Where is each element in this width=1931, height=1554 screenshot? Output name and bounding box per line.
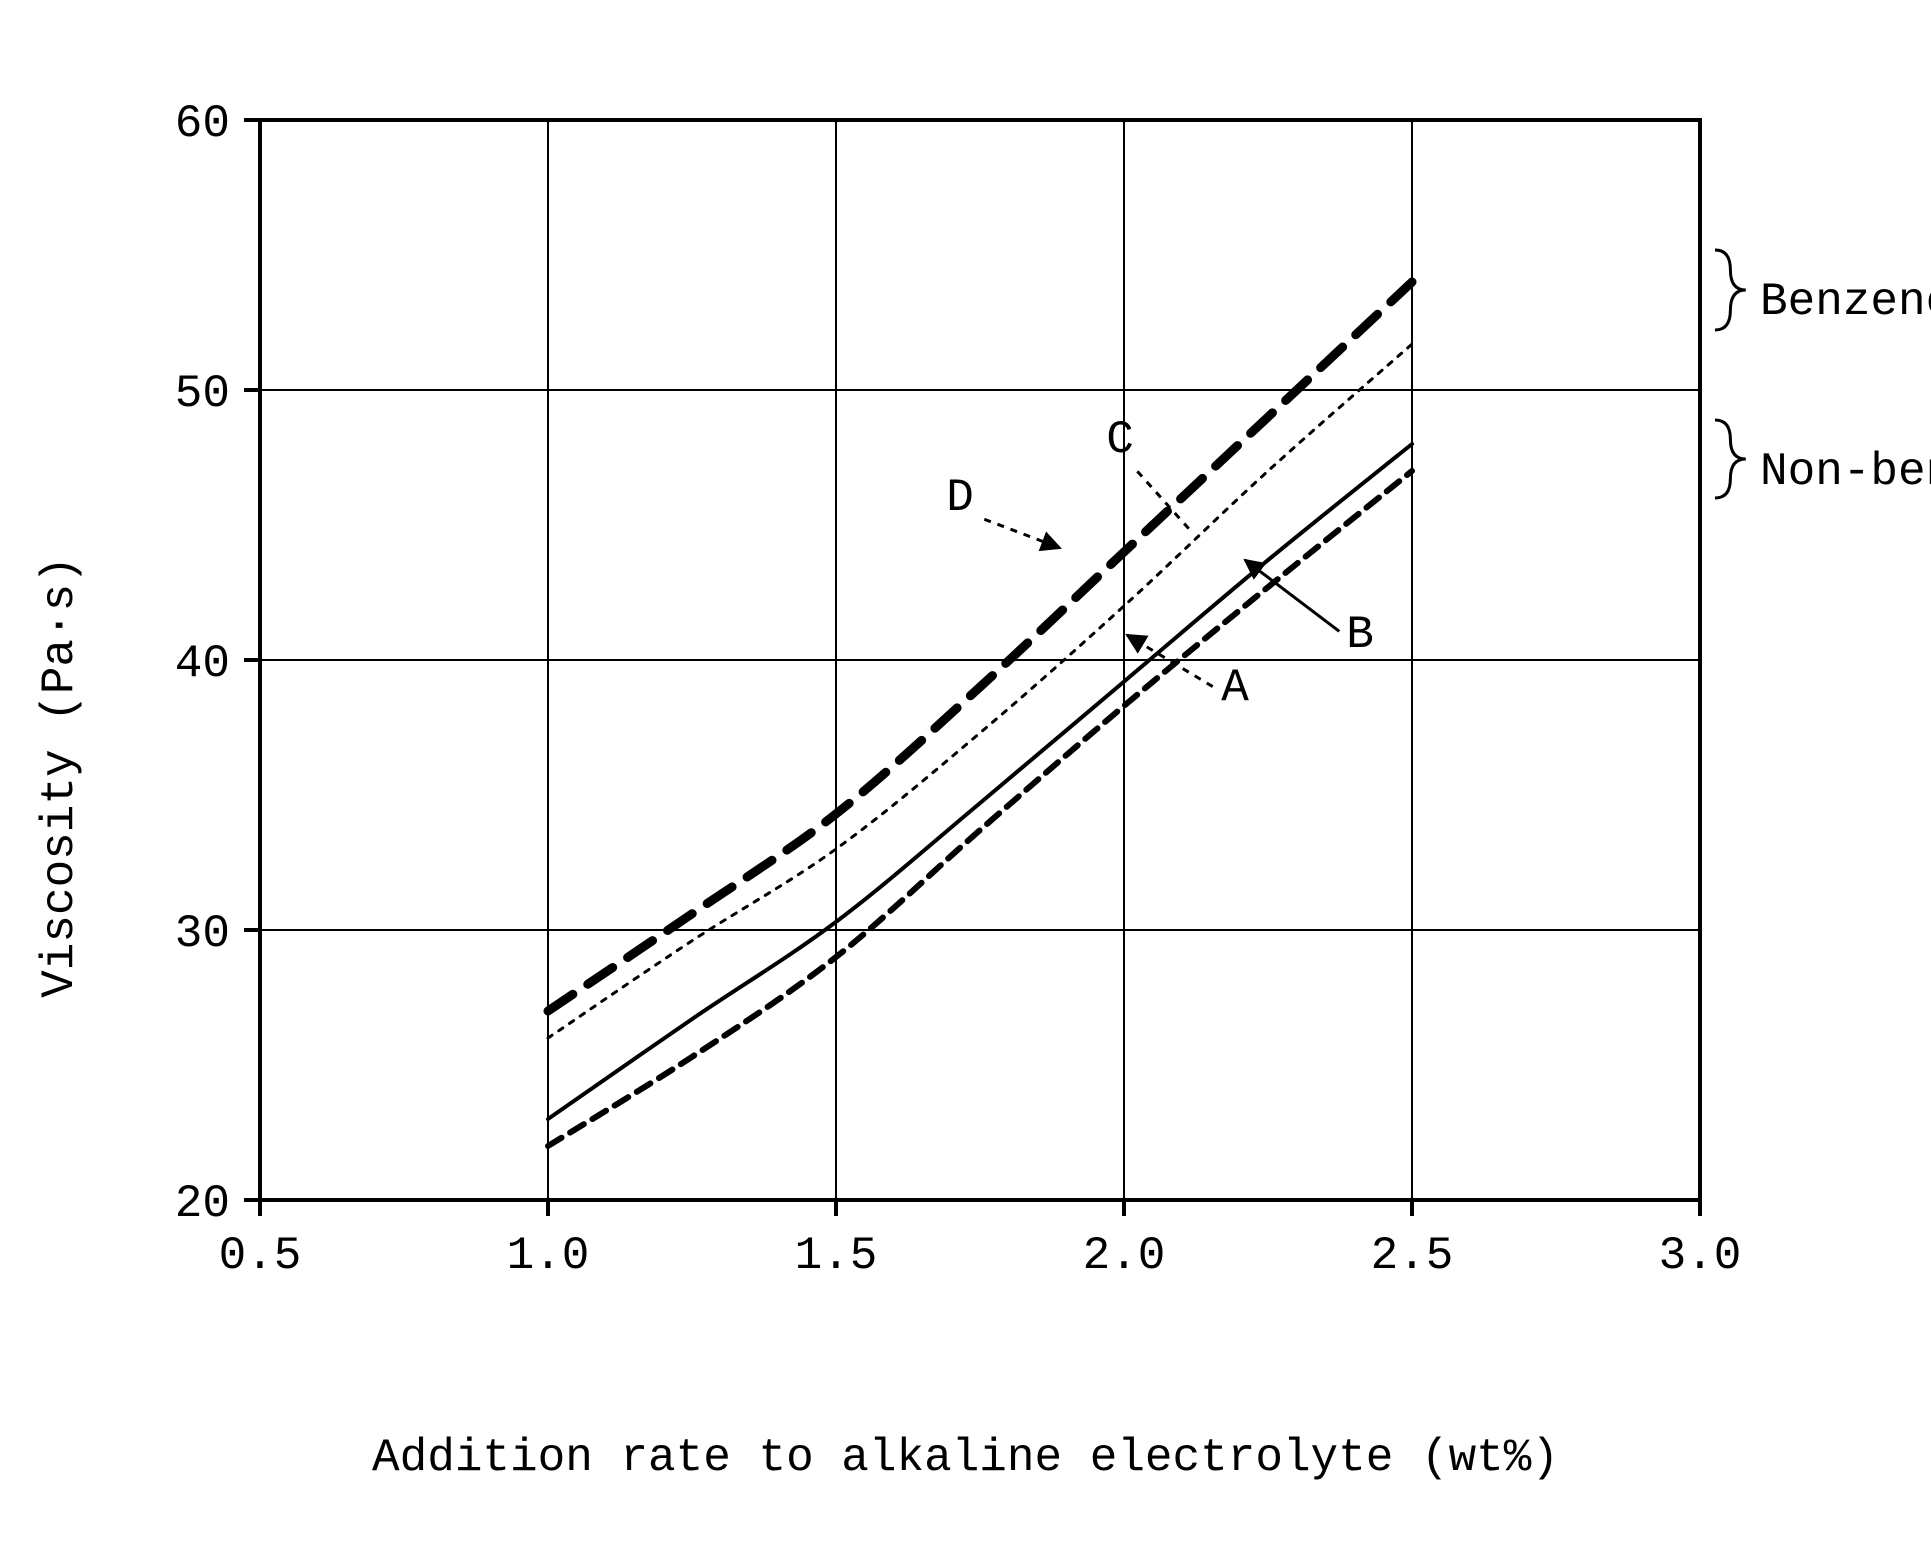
ytick-label: 20 bbox=[175, 1178, 230, 1230]
y-axis-label: Viscosity (Pa·s) bbox=[34, 556, 86, 998]
series-A bbox=[548, 471, 1412, 1146]
group-label-benzene: Benzene bbox=[1760, 276, 1931, 328]
brace-benzene bbox=[1715, 250, 1746, 330]
viscosity-chart: 0.5 1.0 1.5 2.0 2.5 3.0 20 30 40 50 60 Benzene Non-b… bbox=[0, 0, 1931, 1554]
series-callout-B: B bbox=[1346, 609, 1374, 661]
series-B bbox=[548, 444, 1412, 1119]
xtick-label: 2.5 bbox=[1371, 1230, 1454, 1282]
x-axis-label: Addition rate to alkaline electrolyte (w… bbox=[372, 1432, 1559, 1484]
xtick-label: 1.5 bbox=[795, 1230, 878, 1282]
ytick-label: 40 bbox=[175, 638, 230, 690]
series-callout-D: D bbox=[946, 472, 974, 524]
xtick-label: 3.0 bbox=[1659, 1230, 1742, 1282]
series-callout-C: C bbox=[1106, 414, 1134, 466]
xtick-label: 0.5 bbox=[219, 1230, 302, 1282]
callout-leader-D bbox=[984, 519, 1060, 548]
series-callout-A: A bbox=[1221, 662, 1249, 714]
brace-non_benzene bbox=[1715, 420, 1746, 498]
ytick-label: 50 bbox=[175, 368, 230, 420]
series-D bbox=[548, 282, 1412, 1011]
xtick-label: 1.0 bbox=[507, 1230, 590, 1282]
ytick-label: 60 bbox=[175, 98, 230, 150]
group-label-non_benzene: Non-benzene bbox=[1760, 446, 1931, 498]
xtick-label: 2.0 bbox=[1083, 1230, 1166, 1282]
ytick-label: 30 bbox=[175, 908, 230, 960]
